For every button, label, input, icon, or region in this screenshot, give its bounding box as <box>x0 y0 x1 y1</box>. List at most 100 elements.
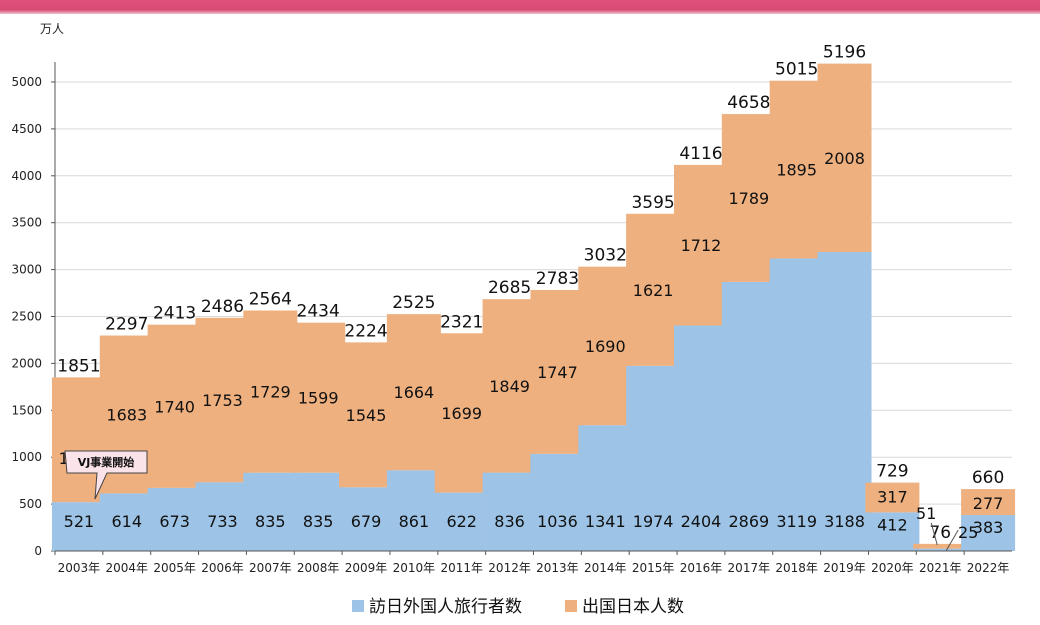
total-label: 4116 <box>679 144 722 164</box>
x-tick-label: 2004年 <box>106 561 149 575</box>
bar-visitors <box>339 487 394 551</box>
bar-outbound <box>147 324 202 488</box>
segment-label-outbound: 1729 <box>250 383 291 402</box>
leader-line <box>945 529 959 551</box>
total-label: 2413 <box>153 304 196 324</box>
segment-label-outbound: 1621 <box>633 281 674 300</box>
segment-label-outbound: 277 <box>973 494 1004 513</box>
segment-label-visitors: 733 <box>207 512 238 531</box>
total-label: 76 <box>929 523 951 543</box>
bar-visitors <box>578 425 633 551</box>
segment-label-outbound: 51 <box>916 504 936 523</box>
bar-visitors <box>865 512 920 551</box>
x-tick-label: 2005年 <box>153 561 196 575</box>
segment-label-visitors: 25 <box>958 523 978 542</box>
legend-label-visitors: 訪日外国人旅行者数 <box>369 597 522 617</box>
top-accent-bar <box>0 0 1040 14</box>
bar-visitors <box>530 453 585 551</box>
segment-label-visitors: 3188 <box>824 512 865 531</box>
total-label: 4658 <box>727 93 770 113</box>
segment-label-outbound: 1664 <box>394 383 435 402</box>
y-tick-label: 4500 <box>11 122 42 136</box>
segment-label-visitors: 383 <box>973 518 1004 537</box>
legend-swatch-visitors <box>352 600 364 612</box>
bar-visitors <box>243 472 298 551</box>
segment-label-visitors: 412 <box>877 515 908 534</box>
segment-label-visitors: 622 <box>446 512 477 531</box>
total-label: 2685 <box>488 278 531 298</box>
segment-label-outbound: 1683 <box>106 405 147 424</box>
segment-label-outbound: 1545 <box>346 406 387 425</box>
bar-outbound <box>434 333 489 493</box>
bar-visitors <box>99 493 154 551</box>
bar-visitors <box>434 492 489 551</box>
y-axis-unit-label: 万人 <box>40 22 64 36</box>
x-tick-label: 2019年 <box>823 561 866 575</box>
bar-outbound <box>578 266 633 426</box>
y-tick-label: 2500 <box>11 310 42 324</box>
segment-label-visitors: 2404 <box>681 512 722 531</box>
total-label: 2224 <box>344 321 387 341</box>
bar-outbound <box>195 317 250 483</box>
y-tick-label: 1500 <box>11 403 42 417</box>
bars <box>51 63 1016 551</box>
segment-label-visitors: 1036 <box>537 512 578 531</box>
x-tick-label: 2020年 <box>871 561 914 575</box>
segment-label-visitors: 614 <box>112 512 143 531</box>
callout-box <box>64 450 148 500</box>
bar-outbound <box>769 80 824 259</box>
segment-label-visitors: 521 <box>64 512 95 531</box>
total-label: 2434 <box>297 302 340 322</box>
segment-label-visitors: 2869 <box>728 512 769 531</box>
y-tick-label: 3500 <box>11 216 42 230</box>
x-tick-label: 2007年 <box>249 561 292 575</box>
x-tick-label: 2012年 <box>488 561 531 575</box>
callout-label: VJ事業開始 <box>78 455 135 469</box>
y-tick-label: 2000 <box>11 356 42 370</box>
total-label: 2297 <box>105 315 148 335</box>
total-label: 2525 <box>392 293 435 313</box>
bar-visitors <box>721 281 776 551</box>
total-label: 2486 <box>201 297 244 317</box>
segment-label-outbound: 1753 <box>202 391 243 410</box>
y-tick-label: 5000 <box>11 75 42 89</box>
legend: 訪日外国人旅行者数 出国日本人数 <box>352 597 684 617</box>
bar-visitors <box>386 470 441 551</box>
bar-visitors <box>195 482 250 551</box>
bar-visitors <box>673 325 728 551</box>
leader-line <box>930 522 938 546</box>
x-tick-label: 2010年 <box>393 561 436 575</box>
total-label: 5015 <box>775 60 818 80</box>
annotation-callout: VJ事業開始 <box>64 450 148 500</box>
total-label: 2321 <box>440 312 483 332</box>
bar-visitors <box>769 258 824 551</box>
x-axis: 2003年 2004年 2005年 2006年 2007年 2008年 2009年 2010年… <box>54 550 1012 575</box>
segment-label-visitors: 673 <box>159 512 190 531</box>
segment-label-outbound: 1849 <box>489 377 530 396</box>
segment-label-outbound: 317 <box>877 488 908 507</box>
segment-label-outbound: 1895 <box>776 161 817 180</box>
x-tick-label: 2008年 <box>297 561 340 575</box>
segment-label-visitors: 1974 <box>633 512 674 531</box>
x-tick-label: 2017年 <box>728 561 771 575</box>
segment-label-visitors: 679 <box>351 512 382 531</box>
total-label: 2783 <box>536 269 579 289</box>
segment-label-outbound: 1699 <box>441 404 482 423</box>
segment-label-outbound: 1599 <box>298 389 339 408</box>
bar-visitors <box>147 487 202 551</box>
segment-label-visitors: 3119 <box>776 512 817 531</box>
bar-outbound <box>721 114 776 282</box>
bar-outbound <box>482 299 537 473</box>
bar-outbound <box>961 489 1016 516</box>
bar-visitors <box>291 472 346 551</box>
bar-outbound <box>530 289 585 454</box>
bar-outbound <box>817 63 872 252</box>
total-label: 3032 <box>584 246 627 266</box>
y-tick-label: 1000 <box>11 450 42 464</box>
segment-label-outbound: 1690 <box>585 337 626 356</box>
x-tick-label: 2006年 <box>201 561 244 575</box>
x-tick-label: 2015年 <box>632 561 675 575</box>
y-axis: 0 500 1000 1500 2000 2500 3000 3500 4000 4500 5000 <box>11 62 56 558</box>
